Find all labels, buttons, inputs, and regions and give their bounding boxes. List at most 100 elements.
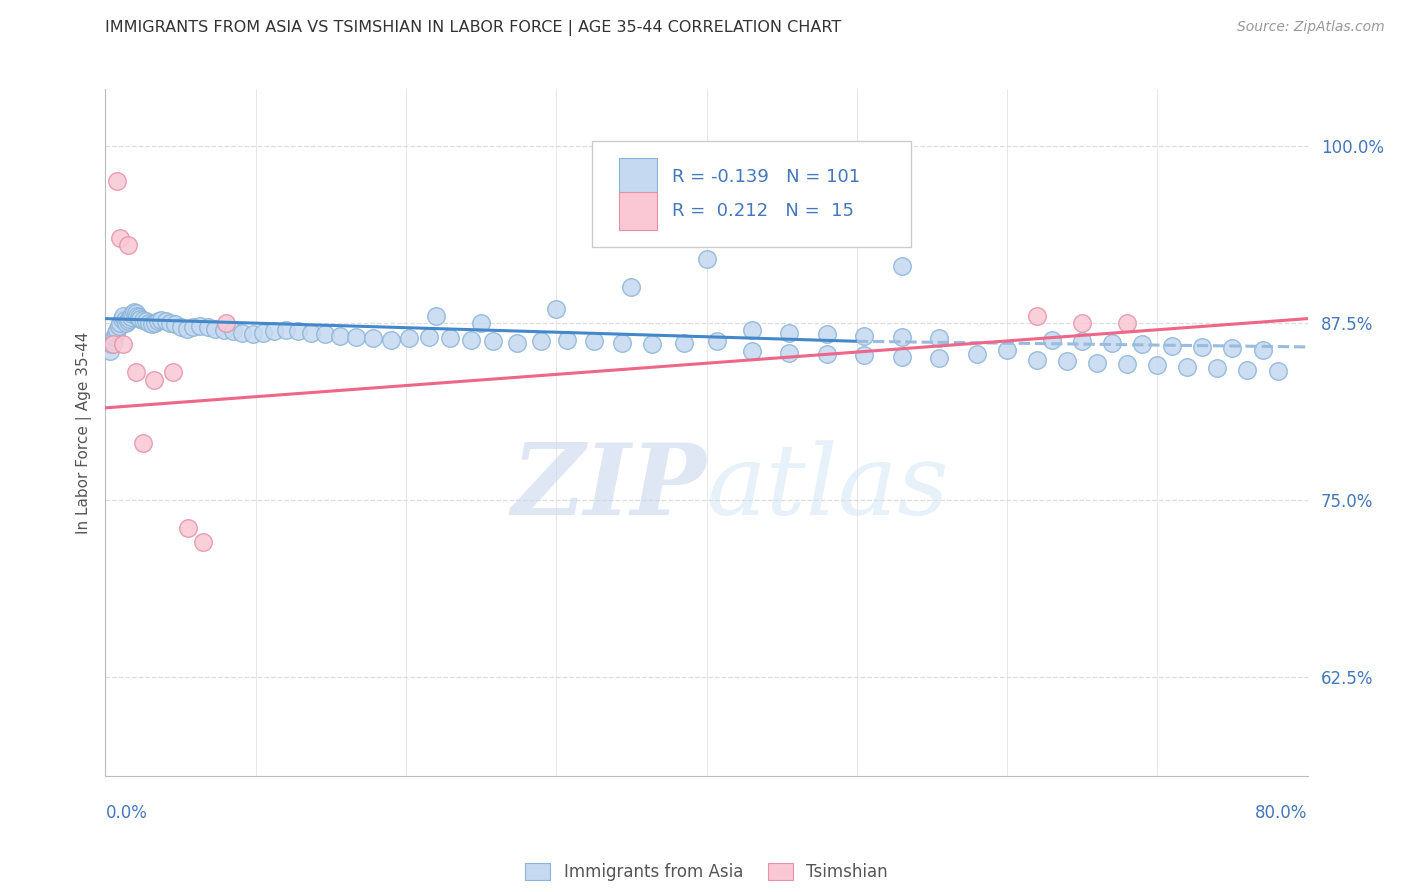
Point	[928, 331, 950, 345]
FancyBboxPatch shape	[592, 141, 911, 247]
Point	[191, 535, 214, 549]
Y-axis label: In Labor Force | Age 35-44: In Labor Force | Age 35-44	[76, 332, 91, 533]
Point	[231, 326, 253, 340]
Point	[115, 316, 138, 330]
Point	[1116, 357, 1139, 371]
Point	[242, 327, 264, 342]
Text: ZIP: ZIP	[512, 440, 707, 536]
Point	[104, 326, 127, 340]
Point	[222, 324, 245, 338]
Point	[138, 316, 160, 330]
Point	[506, 335, 529, 350]
Point	[546, 301, 568, 316]
Point	[555, 333, 578, 347]
Point	[142, 372, 165, 386]
Point	[108, 318, 131, 333]
Point	[103, 330, 125, 344]
Point	[706, 334, 728, 349]
Point	[1085, 355, 1108, 369]
Point	[439, 331, 461, 345]
Point	[117, 314, 139, 328]
Point	[111, 311, 134, 326]
Point	[124, 306, 146, 320]
Point	[620, 280, 643, 294]
Text: R =  0.212   N =  15: R = 0.212 N = 15	[672, 202, 853, 220]
Point	[252, 326, 274, 340]
Text: 0.0%: 0.0%	[105, 804, 148, 822]
Point	[890, 330, 912, 344]
Point	[150, 313, 173, 327]
Point	[98, 344, 121, 359]
Point	[612, 335, 634, 350]
Point	[890, 259, 912, 273]
Point	[118, 311, 141, 326]
Point	[778, 326, 800, 340]
Point	[124, 366, 146, 380]
Point	[121, 307, 143, 321]
Point	[159, 316, 181, 330]
Point	[162, 366, 184, 380]
Point	[853, 328, 876, 343]
Point	[815, 347, 838, 361]
Point	[143, 316, 166, 330]
Point	[125, 309, 148, 323]
Point	[1236, 362, 1258, 376]
Point	[582, 334, 605, 349]
Point	[110, 316, 132, 330]
Point	[263, 324, 285, 338]
Point	[107, 323, 129, 337]
Point	[1026, 352, 1049, 367]
Point	[204, 321, 226, 335]
Point	[1056, 354, 1078, 368]
Point	[1146, 359, 1168, 373]
Point	[1130, 337, 1153, 351]
Point	[197, 320, 219, 334]
Point	[741, 344, 763, 359]
Point	[163, 318, 186, 332]
Point	[176, 321, 198, 335]
Point	[928, 351, 950, 366]
Point	[1191, 340, 1213, 354]
Point	[361, 331, 384, 345]
Text: R = -0.139   N = 101: R = -0.139 N = 101	[672, 168, 860, 186]
Point	[398, 331, 420, 345]
Text: 80.0%: 80.0%	[1256, 804, 1308, 822]
Point	[641, 337, 664, 351]
Point	[299, 326, 322, 340]
Point	[110, 231, 132, 245]
Point	[1040, 333, 1063, 347]
Point	[146, 314, 169, 328]
Point	[1175, 359, 1198, 374]
Point	[329, 328, 352, 343]
Point	[107, 174, 129, 188]
Point	[314, 327, 336, 342]
Point	[853, 348, 876, 362]
Point	[120, 310, 142, 325]
Point	[112, 309, 135, 323]
Point	[482, 334, 505, 349]
Point	[425, 309, 447, 323]
Point	[212, 323, 235, 337]
Point	[100, 337, 122, 351]
Point	[169, 320, 191, 334]
Point	[1206, 361, 1229, 376]
Point	[132, 436, 155, 450]
Point	[344, 330, 367, 344]
Point	[128, 310, 150, 325]
Point	[418, 330, 440, 344]
Point	[460, 333, 482, 347]
FancyBboxPatch shape	[619, 158, 657, 195]
Point	[741, 323, 763, 337]
Point	[1161, 338, 1184, 352]
Point	[1071, 316, 1094, 330]
Point	[129, 311, 152, 326]
Point	[380, 333, 402, 347]
Point	[672, 335, 695, 350]
Point	[696, 252, 718, 267]
Point	[470, 316, 492, 330]
Point	[1116, 316, 1139, 330]
Point	[155, 314, 177, 328]
Point	[112, 337, 135, 351]
Point	[890, 350, 912, 364]
Point	[132, 313, 155, 327]
